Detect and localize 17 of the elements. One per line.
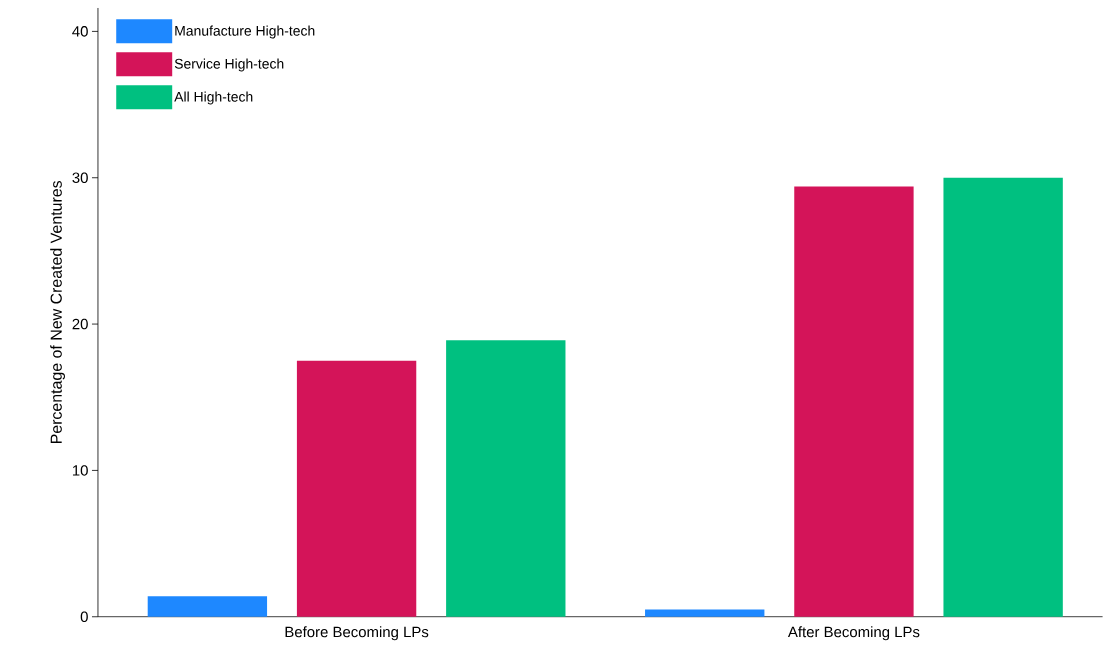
bar <box>446 340 566 617</box>
bar <box>645 609 765 617</box>
bar <box>943 177 1063 617</box>
bar <box>147 596 268 617</box>
y-tick-label: 30 <box>72 172 88 184</box>
y-axis-title: Percentage of New Created Ventures <box>50 181 65 444</box>
legend-label: Service High-tech <box>174 58 284 72</box>
y-tick-label: 10 <box>72 465 88 476</box>
y-tick-label: 0 <box>80 611 88 623</box>
bar <box>296 360 417 617</box>
y-tick-label: 20 <box>72 318 88 330</box>
x-tick-label: After Becoming LPs <box>787 626 920 641</box>
legend-label: Manufacture High-tech <box>175 25 315 39</box>
legend-label: All High-tech <box>174 91 253 105</box>
bar <box>794 186 914 617</box>
y-tick-label: 40 <box>72 26 88 37</box>
x-tick-label: Before Becoming LPs <box>285 626 429 641</box>
